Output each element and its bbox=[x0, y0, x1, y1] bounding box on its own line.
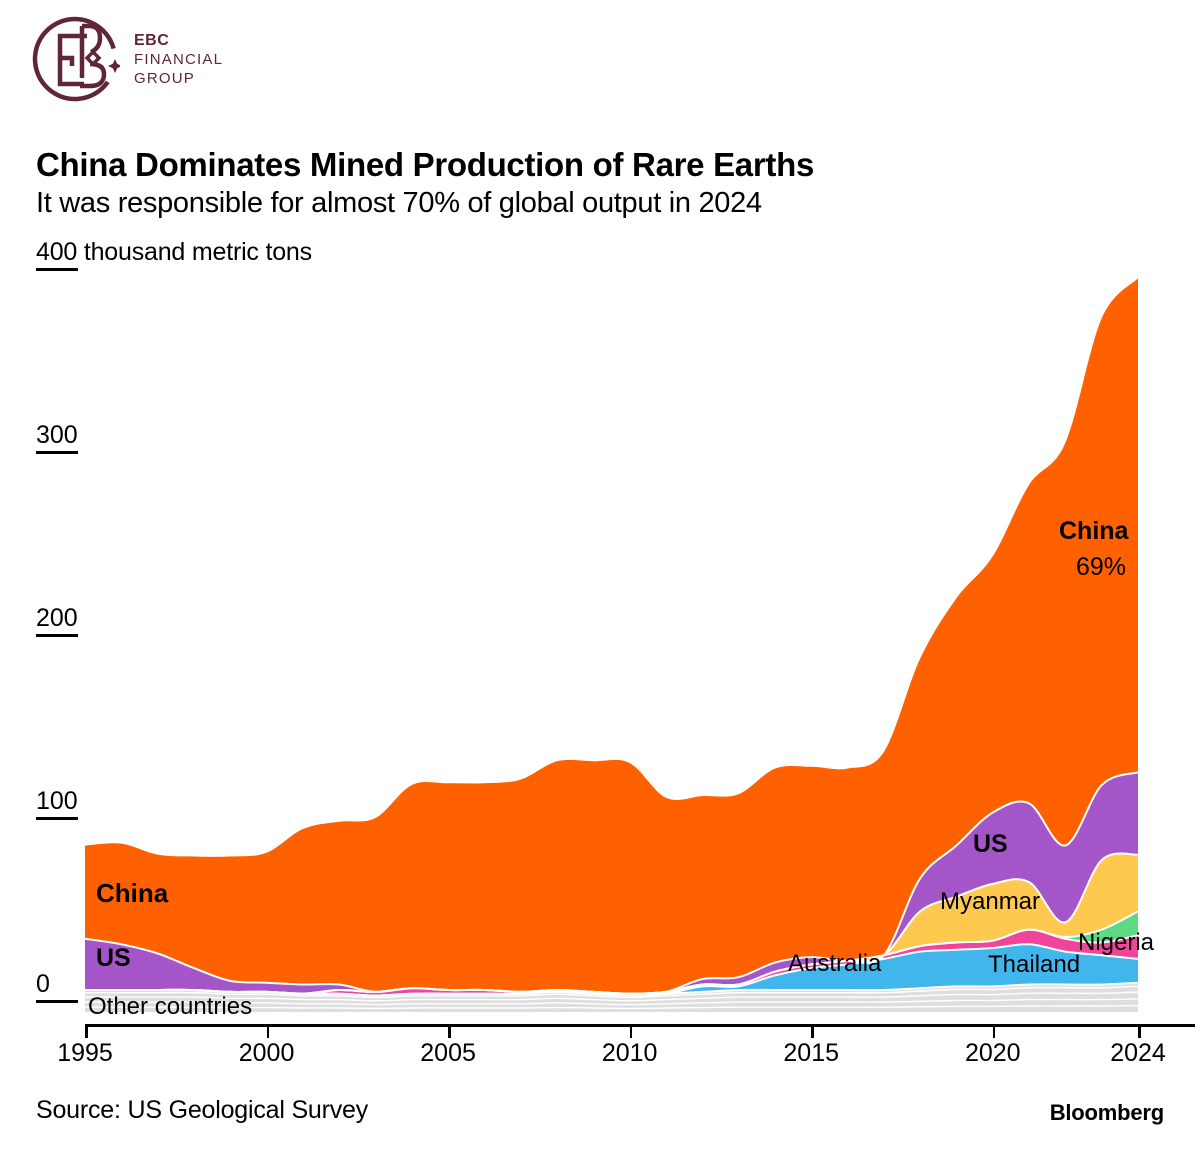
x-tick-label-2010: 2010 bbox=[601, 1039, 658, 1067]
x-tick-2005 bbox=[448, 1024, 451, 1038]
x-tick-label-1995: 1995 bbox=[57, 1039, 113, 1067]
chart-label-china-share: 69% bbox=[1076, 553, 1127, 581]
x-axis-line bbox=[85, 1024, 1195, 1027]
y-tick-dash-400 bbox=[36, 268, 78, 271]
ebc-logo: EBC FINANCIAL GROUP bbox=[30, 14, 223, 104]
chart-label-myanmar: Myanmar bbox=[940, 888, 1041, 915]
brand-line-group: GROUP bbox=[134, 69, 196, 87]
brand-line-financial: FINANCIAL bbox=[134, 50, 224, 68]
y-tick-label-100: 100 bbox=[36, 787, 78, 815]
y-tick-label-200: 200 bbox=[36, 604, 78, 632]
y-tick-dash-100 bbox=[36, 817, 78, 820]
x-tick-2020 bbox=[992, 1024, 996, 1038]
x-tick-1995 bbox=[85, 1024, 88, 1038]
area-band-china bbox=[85, 278, 1138, 994]
y-tick-dash-300 bbox=[36, 451, 78, 454]
chart-label-other-countries: Other countries bbox=[88, 993, 253, 1020]
x-tick-2015 bbox=[811, 1024, 814, 1038]
chart-label-australia: Australia bbox=[788, 950, 882, 977]
chart-label-thailand: Thailand bbox=[988, 951, 1081, 978]
brand-wordmark: EBC FINANCIAL GROUP bbox=[134, 31, 223, 88]
brand-line-ebc: EBC bbox=[134, 31, 170, 49]
x-tick-label-2020: 2020 bbox=[964, 1039, 1021, 1067]
y-tick-label-300: 300 bbox=[36, 421, 78, 449]
chart-label-china-right: China bbox=[1059, 517, 1129, 545]
chart-label-china-left: China bbox=[96, 878, 169, 908]
y-tick-dash-0 bbox=[36, 1000, 78, 1003]
x-tick-2024 bbox=[1138, 1024, 1141, 1038]
chart-label-nigeria: Nigeria bbox=[1078, 929, 1155, 956]
area-band-us bbox=[85, 772, 1138, 994]
area-band-thailand bbox=[85, 929, 1138, 996]
others-strand-line bbox=[85, 998, 1139, 1006]
x-tick-2000 bbox=[266, 1024, 270, 1038]
x-tick-label-2000: 2000 bbox=[238, 1039, 295, 1067]
chart-title: China Dominates Mined Production of Rare… bbox=[36, 146, 814, 183]
ebc-logo-mark-icon bbox=[32, 16, 120, 102]
x-tick-label-2015: 2015 bbox=[783, 1039, 840, 1067]
others-strand-line bbox=[85, 985, 1139, 999]
source-note: Source: US Geological Survey bbox=[36, 1096, 369, 1124]
area-band-australia bbox=[85, 944, 1138, 996]
y-tick-label-0: 0 bbox=[36, 970, 50, 998]
y-tick-dash-200 bbox=[36, 634, 78, 637]
chart-label-us-left: US bbox=[96, 944, 131, 972]
others-strand-line bbox=[84, 991, 1139, 1002]
x-tick-2010 bbox=[629, 1024, 633, 1038]
chart-label-us-right: US bbox=[973, 830, 1008, 858]
chart-subtitle: It was responsible for almost 70% of glo… bbox=[36, 187, 762, 219]
y-axis-unit-label: 400 thousand metric tons bbox=[36, 238, 312, 266]
bloomberg-logo: Bloomberg bbox=[1049, 1100, 1165, 1125]
others-strand-line bbox=[85, 1004, 1139, 1010]
x-tick-label-2024: 2024 bbox=[1110, 1039, 1166, 1067]
band-separator bbox=[84, 771, 1139, 995]
x-tick-label-2005: 2005 bbox=[420, 1039, 476, 1067]
